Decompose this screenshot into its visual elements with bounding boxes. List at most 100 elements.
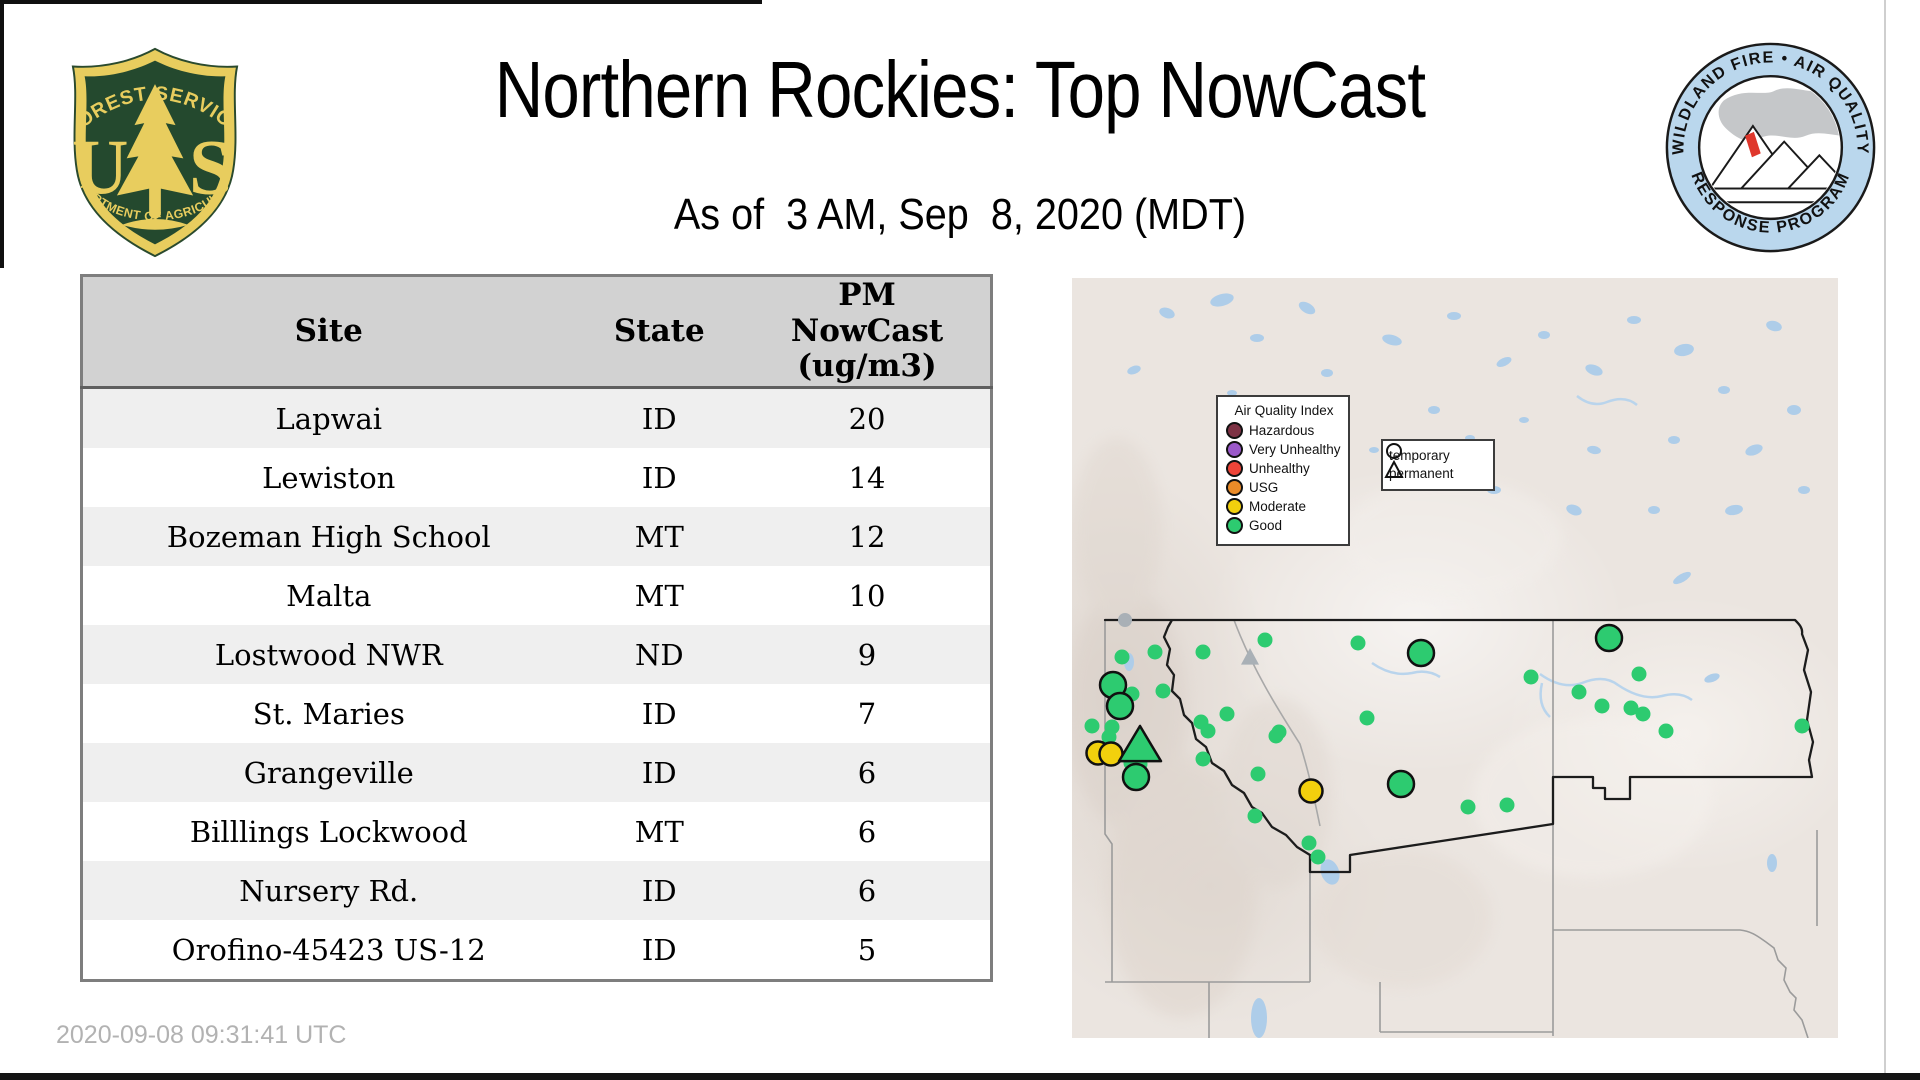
good-temporary-monitor	[1195, 644, 1211, 660]
state-cell: ID	[641, 873, 677, 908]
state-cell: ID	[641, 932, 677, 967]
good-temporary-monitor	[1658, 723, 1674, 739]
aqi-legend-item: Hazardous	[1226, 422, 1342, 439]
aqi-color-swatch	[1226, 441, 1243, 458]
good-temporary-monitor	[1499, 797, 1515, 813]
good-temporary-monitor	[1523, 669, 1539, 685]
aqi-color-swatch	[1226, 460, 1243, 477]
generation-timestamp: 2020-09-08 09:31:41 UTC	[56, 1021, 347, 1049]
site-cell: Bozeman High School	[166, 519, 491, 554]
good-temporary-monitor	[1350, 635, 1366, 651]
permanent-marker-icon	[1384, 459, 1404, 478]
good-temporary-monitor	[1623, 700, 1639, 716]
good-temporary-monitor	[1268, 728, 1284, 744]
state-cell: MT	[634, 814, 684, 849]
pine-tree-icon	[116, 84, 194, 219]
air-quality-map: Air Quality Index Hazardous Very Unhealth…	[1072, 278, 1838, 1038]
table-row: Lapwai ID 20	[81, 387, 992, 448]
aqi-legend-item: USG	[1226, 479, 1342, 496]
state-cell: MT	[634, 519, 684, 554]
fs-letter-u: U	[72, 124, 128, 211]
aqi-category-label: Good	[1249, 518, 1283, 533]
good-temporary-monitor	[1257, 632, 1273, 648]
rivers	[1371, 395, 1693, 718]
pm-value-cell: 10	[848, 578, 886, 613]
good-temporary-monitor	[1147, 644, 1163, 660]
good-monitor	[1386, 769, 1416, 799]
good-temporary-monitor	[1084, 718, 1100, 734]
aqi-legend: Air Quality Index Hazardous Very Unhealth…	[1216, 395, 1350, 546]
state-cell: ID	[641, 460, 677, 495]
aqi-legend-item: Unhealthy	[1226, 460, 1342, 477]
aqi-color-swatch	[1226, 517, 1243, 534]
site-cell: Lapwai	[275, 401, 383, 436]
pm-value-cell: 6	[857, 755, 877, 790]
aqi-legend-item: Good	[1226, 517, 1342, 534]
lakes	[1124, 293, 1810, 1038]
good-monitor	[1406, 638, 1436, 668]
window-edge-right	[1884, 0, 1886, 1073]
region-outline	[1103, 618, 1815, 874]
inactive-monitor-dot	[1118, 613, 1132, 627]
site-cell: Lewiston	[262, 460, 396, 495]
marker-type-legend: temporary permanent	[1381, 439, 1495, 491]
aqi-legend-title: Air Quality Index	[1234, 403, 1334, 418]
good-monitor	[1121, 762, 1151, 792]
table-row: Malta MT 10	[81, 566, 992, 625]
good-temporary-monitor	[1195, 751, 1211, 767]
fs-letter-s: S	[189, 124, 232, 211]
aqi-category-label: Moderate	[1249, 499, 1307, 514]
nowcast-table: Site State PM NowCast (ug/m3) Lapwai ID 20…	[80, 274, 993, 982]
state-cell: ID	[641, 755, 677, 790]
pm-value-cell: 6	[857, 814, 877, 849]
state-cell: ND	[634, 637, 684, 672]
table-row: Billlings Lockwood MT 6	[81, 802, 992, 861]
pm-value-cell: 12	[848, 519, 886, 554]
good-temporary-monitor	[1794, 718, 1810, 734]
pm-value-cell: 20	[848, 401, 886, 436]
aqi-legend-item: Moderate	[1226, 498, 1342, 515]
pm-value-cell: 9	[857, 637, 877, 672]
tree-mound	[121, 218, 189, 230]
pm-value-cell: 14	[848, 460, 886, 495]
site-cell: Lostwood NWR	[214, 637, 443, 672]
moderate-monitor	[1298, 778, 1324, 804]
col-header-pm: PM NowCast (ug/m3)	[744, 275, 992, 389]
page-subtitle: As of 3 AM, Sep 8, 2020 (MDT)	[673, 190, 1247, 239]
aqi-color-swatch	[1226, 479, 1243, 496]
permanent-label: permanent	[1389, 466, 1454, 481]
table-row: Nursery Rd. ID 6	[81, 861, 992, 920]
good-temporary-monitor	[1250, 766, 1266, 782]
good-temporary-monitor	[1359, 710, 1375, 726]
aqi-color-swatch	[1226, 422, 1243, 439]
table-row: Grangeville ID 6	[81, 743, 992, 802]
table-row: Lewiston ID 14	[81, 448, 992, 507]
table-row: Bozeman High School MT 12	[81, 507, 992, 566]
good-temporary-monitor	[1301, 835, 1317, 851]
aqi-legend-item: Very Unhealthy	[1226, 441, 1342, 458]
state-cell: ID	[641, 401, 677, 436]
pm-value-cell: 5	[857, 932, 877, 967]
good-temporary-monitor	[1635, 706, 1651, 722]
aqi-color-swatch	[1226, 498, 1243, 515]
pm-value-cell: 7	[857, 696, 877, 731]
page-title: Northern Rockies: Top NowCast	[494, 45, 1426, 134]
window-edge-left	[0, 0, 4, 268]
good-monitor	[1594, 623, 1624, 653]
good-temporary-monitor	[1631, 666, 1647, 682]
inactive-monitor-triangle	[1241, 648, 1259, 665]
window-edge-bottom	[0, 1073, 1920, 1080]
site-cell: Billlings Lockwood	[189, 814, 468, 849]
aqi-category-label: Very Unhealthy	[1249, 442, 1341, 457]
monitor-markers	[1084, 613, 1810, 865]
aqi-category-label: Hazardous	[1249, 423, 1315, 438]
good-temporary-monitor	[1460, 799, 1476, 815]
terrain-shading	[1072, 438, 1712, 1018]
pm-value-cell: 6	[857, 873, 877, 908]
good-temporary-monitor	[1200, 723, 1216, 739]
good-monitor	[1105, 691, 1135, 721]
wfaqrp-logo: WILDLAND FIRE • AIR QUALITY RESPONSE PRO…	[1665, 42, 1876, 253]
fire-mark	[1745, 131, 1761, 158]
aqi-category-label: USG	[1249, 480, 1279, 495]
